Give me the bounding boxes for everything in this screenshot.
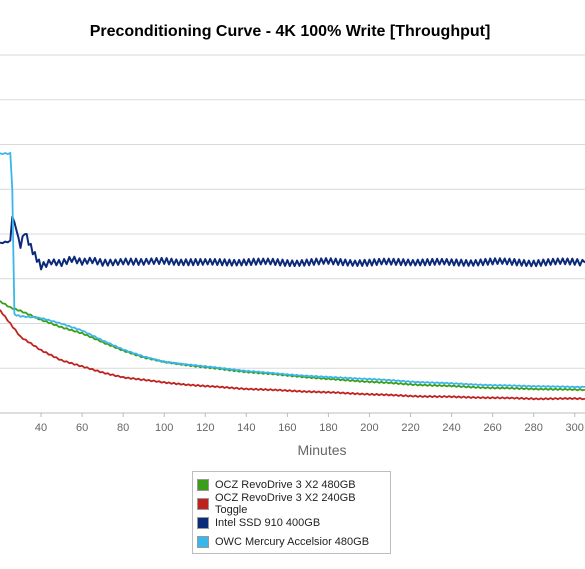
x-axis-label: Minutes bbox=[297, 442, 346, 458]
x-tick-label: 160 bbox=[278, 422, 296, 434]
legend-item: OWC Mercury Accelsior 480GB bbox=[193, 532, 390, 551]
legend-swatch bbox=[197, 478, 209, 491]
x-tick-label: 260 bbox=[483, 422, 501, 434]
x-tick-label: 60 bbox=[76, 422, 88, 434]
series-line-3 bbox=[0, 215, 585, 271]
series-line-2 bbox=[0, 309, 585, 401]
x-tick-label: 40 bbox=[35, 422, 47, 434]
legend-swatch bbox=[197, 497, 209, 510]
x-tick-label: 140 bbox=[237, 422, 255, 434]
chart-title: Preconditioning Curve - 4K 100% Write [T… bbox=[90, 23, 491, 40]
legend-label: Intel SSD 910 400GB bbox=[215, 516, 321, 529]
x-tick-label: 80 bbox=[117, 422, 129, 434]
x-tick-label: 200 bbox=[360, 422, 378, 434]
x-tick-label: 280 bbox=[525, 422, 543, 434]
series-lines bbox=[0, 151, 585, 401]
legend-swatch bbox=[197, 535, 209, 548]
x-tick-label: 180 bbox=[319, 422, 337, 434]
x-tick-label: 240 bbox=[442, 422, 460, 434]
series-line-1 bbox=[0, 300, 585, 392]
legend-label: OCZ RevoDrive 3 X2 480GB bbox=[215, 478, 356, 491]
series-line-4 bbox=[0, 151, 585, 389]
legend-label: OWC Mercury Accelsior 480GB bbox=[215, 535, 370, 548]
legend-item: OCZ RevoDrive 3 X2 240GB Toggle bbox=[193, 491, 390, 516]
legend-label: OCZ RevoDrive 3 X2 240GB Toggle bbox=[214, 491, 356, 516]
legend-item: Intel SSD 910 400GB bbox=[193, 513, 390, 532]
x-tick-label: 220 bbox=[401, 422, 419, 434]
grid bbox=[0, 54, 585, 414]
x-tick-label: 100 bbox=[155, 422, 173, 434]
x-axis-ticks: 40 60 80 100 120 140 160 180 200 220 240 260 280 300 bbox=[35, 413, 584, 434]
x-tick-label: 300 bbox=[566, 422, 584, 434]
x-tick-label: 120 bbox=[196, 422, 214, 434]
legend: OCZ RevoDrive 3 X2 480GB OCZ RevoDrive 3 … bbox=[192, 471, 391, 554]
legend-item: OCZ RevoDrive 3 X2 480GB bbox=[193, 475, 390, 494]
legend-swatch bbox=[197, 516, 209, 529]
